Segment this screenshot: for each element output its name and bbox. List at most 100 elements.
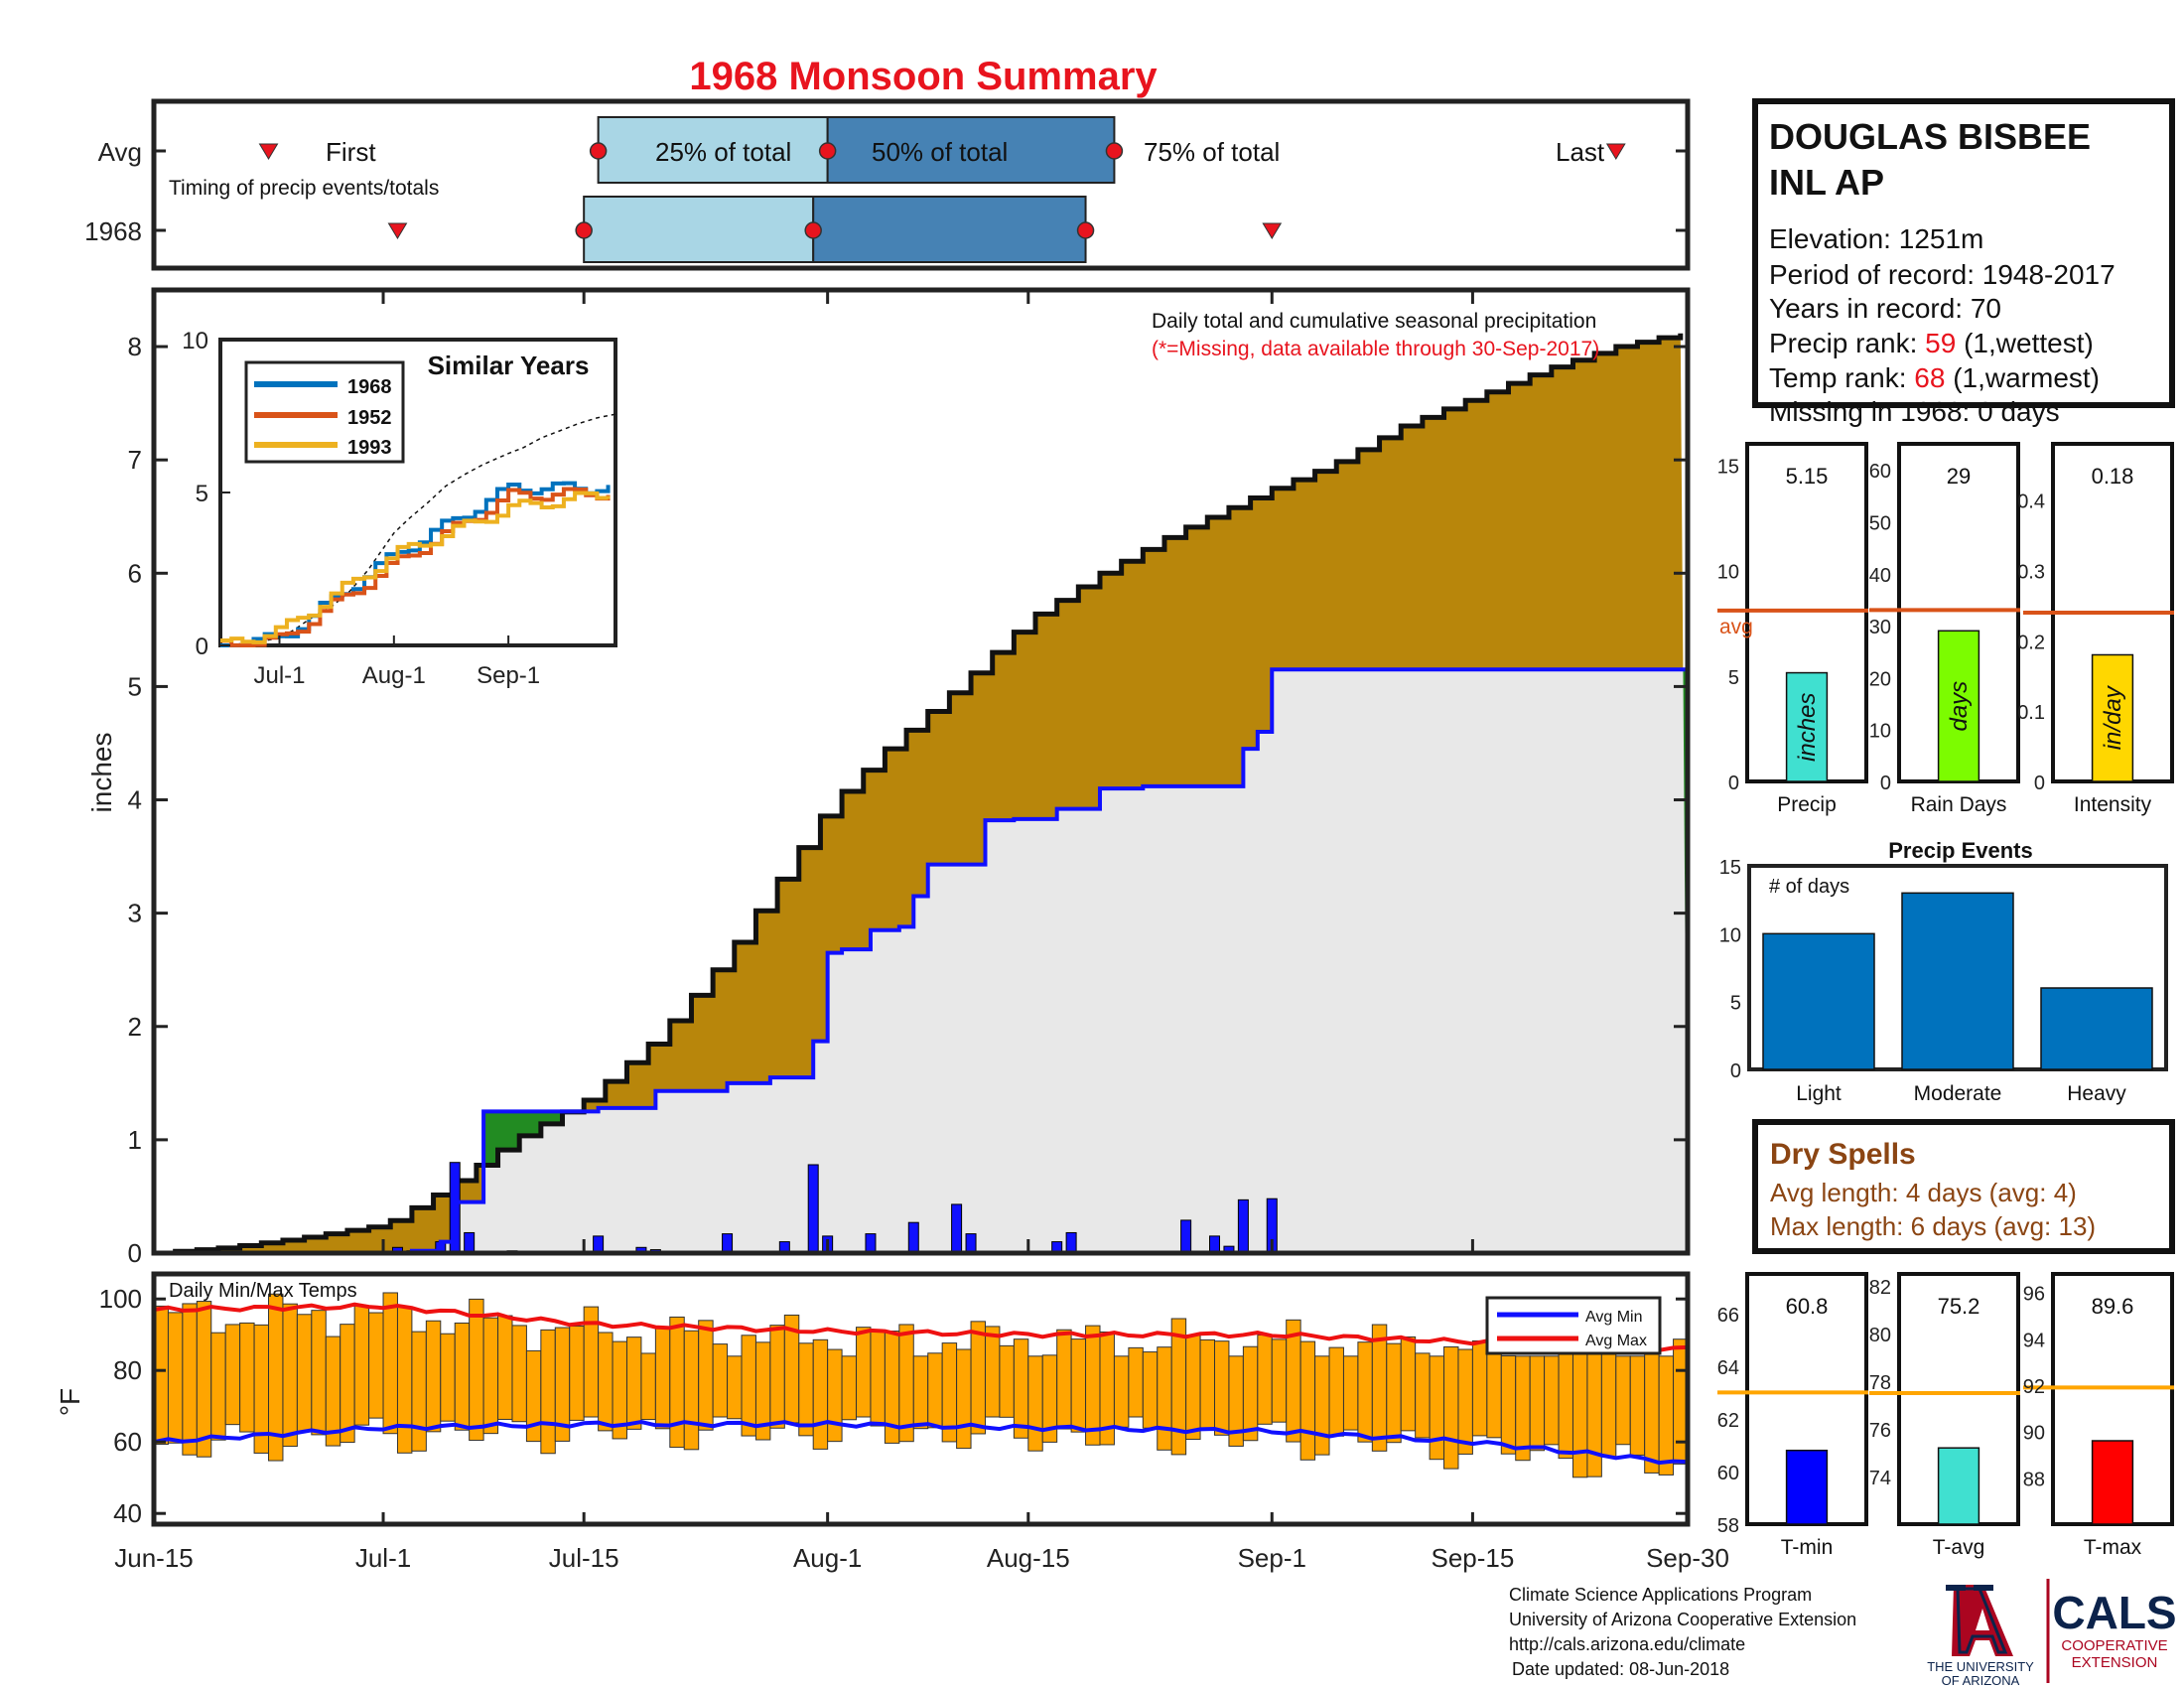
- daily-precip-bar: [464, 1231, 476, 1254]
- daily-temp-bar: [1600, 1338, 1617, 1458]
- daily-temp-bar: [296, 1314, 313, 1433]
- inset-legend-label-1968: 1968: [347, 376, 392, 398]
- station-info-box: DOUGLAS BISBEE INL AP Elevation: 1251m P…: [1752, 98, 2175, 427]
- rain-days-value-label: 29: [1947, 464, 1971, 489]
- rain-days-bar-text: days: [1946, 681, 1973, 732]
- last-event-marker-year: [1262, 222, 1283, 239]
- dry-spells-max-length: Max length: 6 days (avg: 13): [1770, 1211, 2096, 1241]
- main-plot-frame: [151, 287, 1691, 1256]
- daily-temp-bar: [1400, 1336, 1417, 1432]
- temp-rank-label: Temp rank:: [1769, 362, 1914, 393]
- daily-temp-bar: [741, 1335, 756, 1437]
- inset-legend-label-1993: 1993: [347, 437, 392, 459]
- daily-temp-bar: [1214, 1340, 1230, 1436]
- tmax-value-label: 89.6: [2092, 1294, 2134, 1319]
- daily-temp-bar: [340, 1324, 355, 1444]
- daily-temp-bar: [625, 1336, 642, 1430]
- daily-temp-bar: [841, 1355, 858, 1421]
- daily-temp-bar: [1013, 1338, 1029, 1439]
- daily-temp-bar: [669, 1316, 685, 1449]
- tmax-value-bar: [2091, 1440, 2134, 1525]
- pct-box-50-75-avg: [826, 116, 1116, 184]
- daily-temp-bar: [210, 1332, 226, 1441]
- station-elevation: Elevation: 1251m: [1769, 223, 1983, 254]
- rain-days-ytick-label: 20: [1869, 668, 1891, 690]
- rain-days-ytick-label: 50: [1869, 512, 1891, 534]
- daily-temp-bar: [683, 1330, 700, 1451]
- daily-temp-bar: [1185, 1335, 1201, 1440]
- daily-precip-bar: [965, 1233, 977, 1254]
- pct-box-25-50-year: [583, 196, 815, 263]
- daily-temp-bar: [827, 1348, 843, 1443]
- daily-temp-bar: [454, 1322, 471, 1431]
- dry-spells-frame: [1752, 1119, 2175, 1254]
- main-ytick-label: 7: [128, 445, 142, 475]
- ua-logo-a-bar-right: [1974, 1585, 1993, 1591]
- figure-title: 1968 Monsoon Summary: [689, 55, 1158, 98]
- daily-temp-bar: [482, 1317, 499, 1435]
- ua-logo-text1: THE UNIVERSITY: [1927, 1659, 2034, 1674]
- avg-max-temp-line: [153, 1302, 1689, 1352]
- daily-temp-bar: [1658, 1355, 1675, 1476]
- pct-marker-50-year: [804, 221, 822, 239]
- events-ytick-label: 15: [1719, 857, 1741, 879]
- main-ytick-label: 0: [128, 1238, 142, 1268]
- intensity-value-bar: [2091, 653, 2134, 782]
- x-tick-label: Jul-15: [549, 1543, 619, 1573]
- temp-ytick-label: 100: [99, 1284, 142, 1314]
- daily-precip-bar: [907, 1221, 919, 1254]
- daily-temp-bar: [497, 1315, 513, 1420]
- cals-logo-sub2: EXTENSION: [2072, 1654, 2158, 1671]
- daily-temp-bar: [1429, 1355, 1445, 1461]
- events-ylabel: # of days: [1769, 876, 1849, 898]
- legend-label-avg-min: Avg Min: [1585, 1309, 1643, 1326]
- timing-panel: Avg 1968 Timing of precip events/totals …: [84, 98, 1691, 271]
- daily-temp-bar: [1070, 1338, 1087, 1433]
- daily-temp-bar: [1299, 1340, 1316, 1461]
- intensity-ytick-label: 0.3: [2017, 562, 2045, 584]
- intensity-axis-label: Intensity: [2074, 793, 2152, 816]
- daily-temp-bar: [239, 1322, 255, 1433]
- daily-temp-bar: [353, 1305, 370, 1426]
- temp-ytick-label: 80: [113, 1355, 142, 1385]
- daily-temp-bar: [1357, 1341, 1373, 1443]
- first-event-label: First: [326, 137, 376, 167]
- daily-precip-bar: [593, 1235, 605, 1254]
- temp-rank-value: 68: [1914, 362, 1945, 393]
- main-ytick-label: 8: [128, 332, 142, 361]
- stat-panel-tmax: 89.6 88 90 92 94 96 T-max: [2023, 1272, 2174, 1559]
- daily-precip-bar: [722, 1233, 734, 1254]
- last-event-label: Last: [1556, 137, 1605, 167]
- similar-years-inset: 0 5 10 Jul-1 Aug-1 Sep-1 Similar Years 1968 1…: [182, 328, 617, 689]
- year-cumulative-fill: [154, 669, 1688, 1253]
- temp-plot-frame: [151, 1271, 1691, 1527]
- daily-temp-bar: [1571, 1337, 1588, 1478]
- temp-title: Daily Min/Max Temps: [169, 1280, 357, 1302]
- x-tick-label: Sep-30: [1646, 1543, 1729, 1573]
- daily-temp-bar: [1085, 1325, 1101, 1446]
- precip-ytick-label: 15: [1717, 456, 1739, 478]
- station-precip-rank: Precip rank: 59 (1,wettest): [1769, 328, 2094, 358]
- daily-temp-bar: [1471, 1339, 1488, 1437]
- precip-rank-value: 59: [1925, 328, 1956, 358]
- inset-series-line-1993: [220, 491, 611, 644]
- events-title: Precip Events: [1888, 838, 2033, 863]
- daily-temp-bar: [1500, 1354, 1517, 1455]
- x-tick-label: Jun-15: [114, 1543, 194, 1573]
- station-name-line1: DOUGLAS BISBEE: [1769, 116, 2091, 157]
- intensity-ytick-label: 0.1: [2017, 702, 2045, 724]
- event-bar-moderate: [1901, 892, 2014, 1070]
- rain-days-ytick-label: 0: [1880, 773, 1891, 794]
- daily-temp-bar: [325, 1336, 341, 1447]
- daily-temp-bar: [182, 1303, 198, 1456]
- events-ytick-label: 0: [1730, 1060, 1741, 1082]
- main-ytick-label: 5: [128, 671, 142, 701]
- pct-marker-75-avg: [1105, 142, 1124, 160]
- daily-temp-bar: [511, 1325, 527, 1423]
- main-ylabel: inches: [86, 733, 117, 813]
- precip-value-label: 5.15: [1786, 464, 1829, 489]
- daily-temp-bar: [1457, 1348, 1473, 1455]
- dry-spells-avg-length: Avg length: 4 days (avg: 4): [1770, 1178, 2077, 1207]
- tmax-ytick-label: 96: [2023, 1284, 2045, 1306]
- daily-temp-bar: [224, 1324, 241, 1426]
